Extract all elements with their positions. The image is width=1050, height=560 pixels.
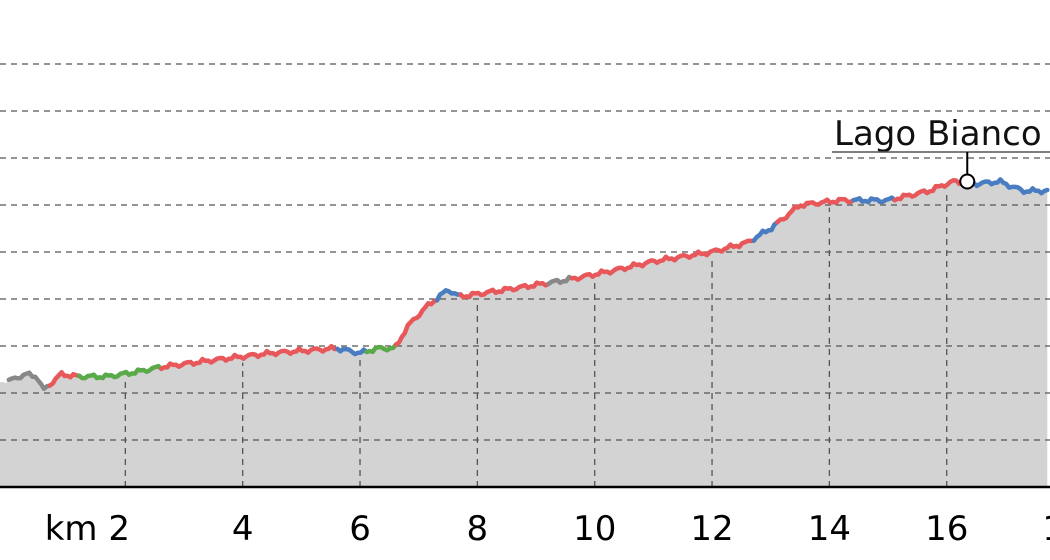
x-tick-label: 16 xyxy=(925,509,968,549)
surface-segment xyxy=(159,343,340,372)
elevation-area xyxy=(0,179,1048,487)
x-tick-label: 14 xyxy=(808,509,851,549)
surface-segment xyxy=(751,219,780,243)
vertical-gridlines xyxy=(124,189,948,487)
x-tick-label: 10 xyxy=(573,509,616,549)
surface-segment xyxy=(458,280,551,300)
poi-marker: Lago Bianco xyxy=(832,114,1050,190)
x-tick-label: 12 xyxy=(690,509,733,549)
x-tick-labels: km 2 4 6 8 10 12 14 16 18 xyxy=(45,509,1050,549)
surface-segment xyxy=(76,363,164,381)
surface-segment xyxy=(546,274,575,287)
poi-label: Lago Bianco xyxy=(834,114,1042,154)
surface-segment xyxy=(962,177,1050,196)
surface-segment xyxy=(393,298,440,347)
surface-segment xyxy=(851,195,897,205)
surface-segment xyxy=(569,238,757,283)
surface-segment xyxy=(335,346,369,357)
surface-segment xyxy=(364,342,399,355)
x-tick-label: 8 xyxy=(467,509,489,549)
x-tick-label: 4 xyxy=(232,509,254,549)
surface-segment xyxy=(6,370,53,392)
poi-point[interactable] xyxy=(959,173,976,190)
surface-segment xyxy=(892,177,968,203)
x-tick-label: km 2 xyxy=(45,509,130,549)
surface-segment xyxy=(775,196,856,225)
surface-segment xyxy=(47,369,82,388)
x-tick-label: 6 xyxy=(349,509,371,549)
horizontal-gridlines xyxy=(0,63,1050,441)
surface-segment xyxy=(434,288,463,303)
surface-segments xyxy=(6,177,1050,392)
x-tick-label: 18 xyxy=(1042,509,1050,549)
